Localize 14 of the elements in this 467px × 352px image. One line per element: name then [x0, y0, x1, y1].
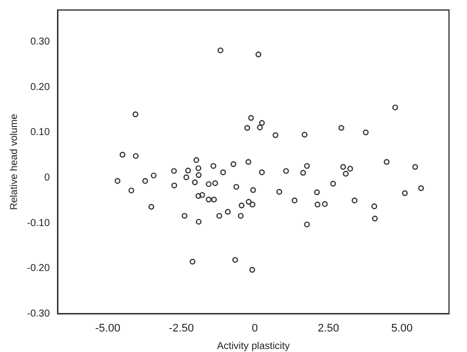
y-tick-label: -0.10 [26, 218, 50, 229]
y-tick-label: -0.30 [26, 308, 50, 320]
x-tick-label: -2.50 [168, 322, 194, 334]
x-tick-label: -5.00 [95, 322, 120, 334]
x-tick-label: 5.00 [391, 322, 413, 334]
y-tick-label: 0.10 [30, 127, 50, 138]
x-tick-label: 0 [252, 322, 258, 334]
x-tick-label: 2.50 [318, 322, 340, 334]
x-axis-title: Activity plasticity [217, 340, 290, 352]
y-axis-title: Relative head volume [8, 113, 20, 210]
y-tick-label: 0.20 [30, 82, 50, 93]
y-tick-label: 0.30 [30, 36, 50, 48]
y-tick-label: -0.20 [26, 263, 50, 274]
y-tick-label: 0 [44, 172, 50, 184]
